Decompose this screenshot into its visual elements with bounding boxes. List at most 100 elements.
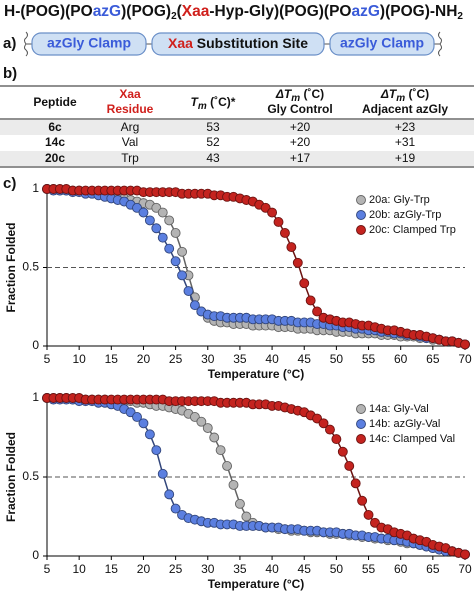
data-point (363, 509, 374, 520)
box-label-part: Xaa (168, 35, 193, 51)
data-point (337, 446, 348, 457)
legend-marker (356, 434, 366, 444)
x-tick-label: 65 (426, 562, 440, 576)
data-point (132, 412, 142, 422)
table-cell: +20 (290, 120, 311, 134)
squiggle (438, 31, 442, 57)
data-point (157, 207, 168, 218)
formula-sub: 2 (171, 11, 177, 22)
row-shade (0, 151, 474, 166)
x-tick-label: 30 (201, 562, 215, 576)
formula: H-(POG)(POazG)(POG)2(Xaa-Hyp-Gly)(POG)(P… (4, 3, 463, 22)
data-point (170, 503, 181, 514)
header-part: (˚C) (300, 87, 324, 101)
table-header: Gly Control (267, 102, 332, 116)
legend-marker (356, 210, 366, 220)
data-point (241, 511, 252, 522)
x-tick-label: 40 (265, 562, 279, 576)
data-point (460, 339, 470, 350)
header-part: T (191, 95, 200, 109)
x-tick-label: 50 (330, 562, 344, 576)
x-tick-label: 35 (233, 562, 247, 576)
x-tick-label: 20 (137, 562, 151, 576)
data-point (234, 498, 245, 509)
legend-label: 14c: Clamped Val (369, 433, 455, 445)
legend-marker (356, 419, 366, 429)
panel-label: a) (3, 35, 16, 52)
data-point (312, 306, 323, 317)
x-tick-label: 60 (394, 562, 408, 576)
y-axis-title: Fraction Folded (4, 223, 18, 313)
y-tick-label: 0 (32, 338, 39, 352)
header-part: m (291, 93, 300, 104)
data-point (138, 418, 149, 429)
data-point (344, 460, 355, 471)
data-point (202, 423, 213, 433)
y-tick-label: 0 (32, 548, 39, 562)
box-label: azGly Clamp (340, 35, 424, 51)
table-header: Adjacent azGly (362, 102, 448, 116)
data-point (350, 478, 361, 489)
x-tick-label: 10 (72, 352, 86, 366)
table-body: 6c Arg 53 +20 +23 14c Val 52 +20 +31 20c Trp 43 +17 +1… (45, 120, 416, 165)
header-part: m (198, 101, 207, 112)
y-tick-label: 1 (32, 181, 39, 195)
table-cell: 20c (45, 151, 65, 165)
table-header: ΔTm (˚C) (380, 87, 429, 103)
formula-part: H-(POG)(PO (4, 3, 93, 20)
header-part: (˚C)* (207, 95, 236, 109)
x-tick-label: 30 (201, 352, 215, 366)
x-tick-label: 50 (330, 352, 344, 366)
legend-marker (356, 225, 366, 235)
legend-label: 20b: azGly-Trp (369, 209, 441, 221)
table-header: Residue (107, 102, 154, 116)
formula-part: )(POG)-NH (380, 3, 458, 20)
squiggle (24, 31, 28, 57)
formula-part: )(POG) (121, 3, 171, 20)
table-cell: Arg (121, 120, 140, 134)
header-part: (˚C) (405, 87, 429, 101)
formula-part: ( (177, 3, 183, 20)
x-tick-label: 70 (458, 352, 472, 366)
formula-part: Xaa (182, 3, 210, 20)
data-point (157, 468, 168, 479)
data-point (228, 479, 239, 490)
data-point (215, 445, 226, 456)
data-point (164, 215, 175, 226)
x-axis-title: Temperature (°C) (208, 367, 305, 381)
data-point (460, 549, 470, 560)
data-point (209, 432, 220, 443)
data-point (138, 207, 149, 218)
charts: 00.515 10 15 20 25 30 35 40 45 50 55 60 65 70Temperat… (4, 181, 472, 591)
legend-label: 20a: Gly-Trp (369, 194, 430, 206)
header-part: m (396, 93, 405, 104)
data-point (267, 207, 278, 218)
data-point (144, 429, 155, 440)
data-point (331, 434, 342, 445)
legend-label: 20c: Clamped Trp (369, 224, 456, 236)
x-tick-label: 20 (137, 352, 151, 366)
x-axis-title: Temperature (°C) (208, 577, 305, 591)
table-header: Xaa (119, 87, 141, 101)
data-point (189, 300, 200, 311)
x-tick-label: 45 (298, 562, 312, 576)
data-point (164, 489, 175, 500)
x-tick-label: 40 (265, 352, 279, 366)
data-point (157, 232, 168, 243)
table-cell: Val (122, 135, 138, 149)
formula-part: azG (351, 3, 379, 20)
header-part: ΔT (275, 87, 293, 101)
x-tick-label: 60 (394, 352, 408, 366)
panel-label: b) (3, 65, 17, 82)
x-tick-label: 5 (44, 352, 51, 366)
table-cell: +17 (290, 151, 311, 165)
data-point (273, 217, 284, 227)
box-label: azGly Clamp (47, 35, 131, 51)
x-tick-label: 15 (105, 352, 119, 366)
table-cell: +19 (395, 151, 416, 165)
x-tick-label: 25 (169, 352, 183, 366)
table-cell: 6c (48, 120, 62, 134)
table-header: Peptide (33, 95, 77, 109)
formula-sub: 2 (457, 11, 463, 22)
